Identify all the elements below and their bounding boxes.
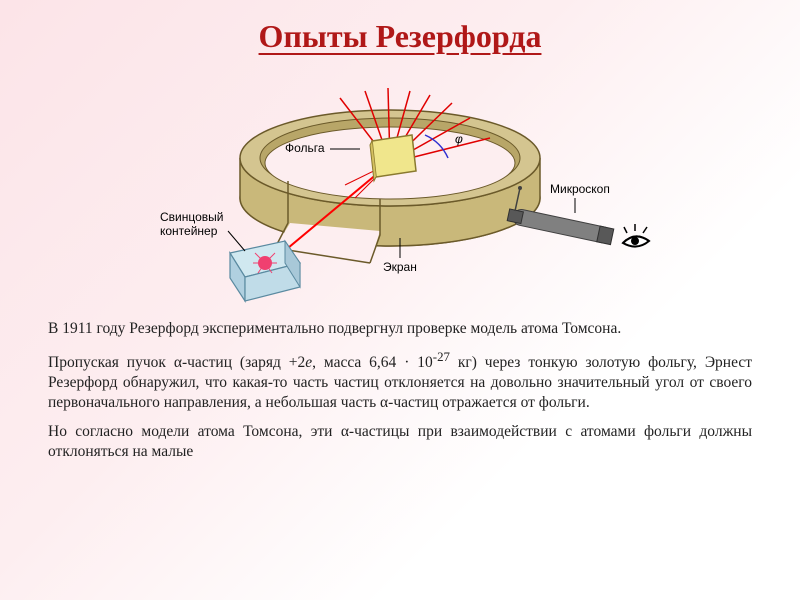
foil-label: Фольга	[285, 141, 325, 155]
diagram-container: φ Фольга Свинцовый контейнер Экран	[0, 63, 800, 313]
paragraph-1: В 1911 году Резерфорд экспериментально п…	[48, 319, 752, 339]
paragraph-3: Но согласно модели атома Томсона, эти α-…	[48, 422, 752, 462]
screen-label: Экран	[383, 260, 417, 274]
container-label-1: Свинцовый	[160, 210, 224, 224]
lead-container	[230, 241, 300, 301]
phi-label: φ	[455, 132, 463, 146]
rutherford-diagram: φ Фольга Свинцовый контейнер Экран	[120, 63, 680, 313]
body-text: В 1911 году Резерфорд экспериментально п…	[0, 313, 800, 462]
paragraph-2: Пропуская пучок α-частиц (заряд +2e, мас…	[48, 349, 752, 413]
page-title: Опыты Резерфорда	[0, 0, 800, 55]
container-label-2: контейнер	[160, 224, 218, 238]
eye-icon	[623, 224, 649, 247]
microscope-label: Микроскоп	[550, 182, 610, 196]
